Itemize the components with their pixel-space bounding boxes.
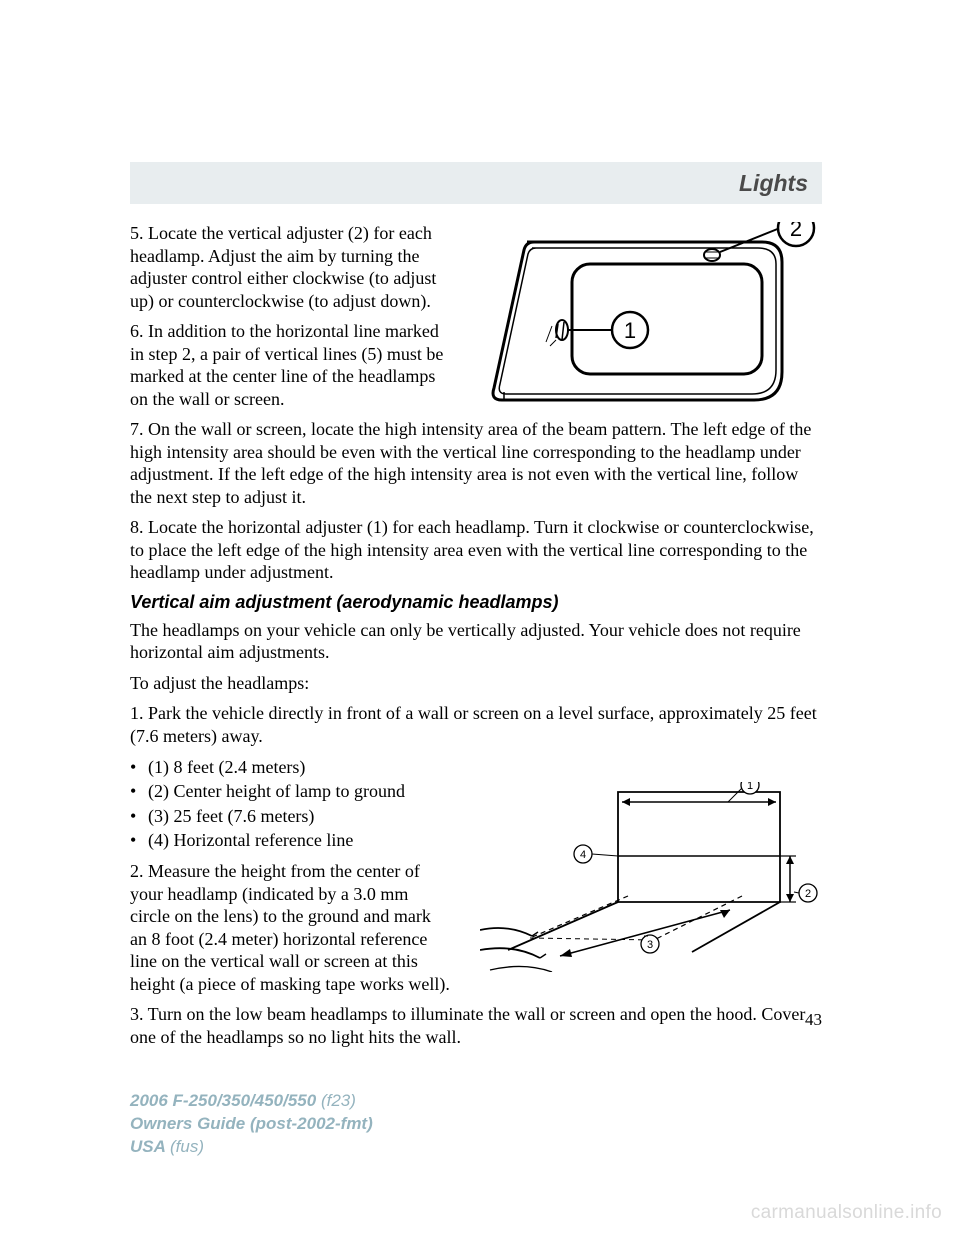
section-header-bar: Lights xyxy=(130,162,822,204)
fig2-callout-3: 3 xyxy=(647,939,653,951)
callout-1-label: 1 xyxy=(624,318,636,343)
subheading: Vertical aim adjustment (aerodynamic hea… xyxy=(130,592,822,613)
footer-line-2: Owners Guide (post-2002-fmt) xyxy=(130,1113,373,1136)
region-code: (fus) xyxy=(170,1137,204,1156)
footer-line-1: 2006 F-250/350/450/550 (f23) xyxy=(130,1090,373,1113)
footer: 2006 F-250/350/450/550 (f23) Owners Guid… xyxy=(130,1090,373,1159)
step-5: 5. Locate the vertical adjuster (2) for … xyxy=(130,222,450,312)
vehicle-model: 2006 F-250/350/450/550 xyxy=(130,1091,321,1110)
step-3: 3. Turn on the low beam headlamps to ill… xyxy=(130,1003,822,1048)
step-6: 6. In addition to the horizontal line ma… xyxy=(130,320,450,410)
sub-para-1: The headlamps on your vehicle can only b… xyxy=(130,619,822,664)
vehicle-code: (f23) xyxy=(321,1091,356,1110)
fig2-callout-1: 1 xyxy=(747,782,753,792)
aim-distance-figure: 1 4 2 xyxy=(480,782,820,972)
page: Lights 5. Locate the vertical adjuster (… xyxy=(0,0,960,1242)
sub-para-2: To adjust the headlamps: xyxy=(130,672,822,695)
step-2: 2. Measure the height from the center of… xyxy=(130,860,450,995)
page-number: 43 xyxy=(805,1010,822,1030)
fig2-callout-4: 4 xyxy=(580,849,586,861)
watermark: carmanualsonline.info xyxy=(751,1202,942,1224)
fig2-callout-2: 2 xyxy=(805,888,811,900)
aim-svg-icon: 1 4 2 xyxy=(480,782,820,972)
region: USA xyxy=(130,1137,170,1156)
footer-line-3: USA (fus) xyxy=(130,1136,373,1159)
headlamp-adjuster-figure: 1 2 xyxy=(482,222,818,422)
step-1: 1. Park the vehicle directly in front of… xyxy=(130,702,822,747)
bullet-item: (1) 8 feet (2.4 meters) xyxy=(130,755,822,779)
step-7: 7. On the wall or screen, locate the hig… xyxy=(130,418,822,508)
section-title: Lights xyxy=(739,170,808,197)
headlamp-svg-icon: 1 2 xyxy=(482,222,818,422)
callout-2-label: 2 xyxy=(790,222,802,241)
step-8: 8. Locate the horizontal adjuster (1) fo… xyxy=(130,516,822,584)
